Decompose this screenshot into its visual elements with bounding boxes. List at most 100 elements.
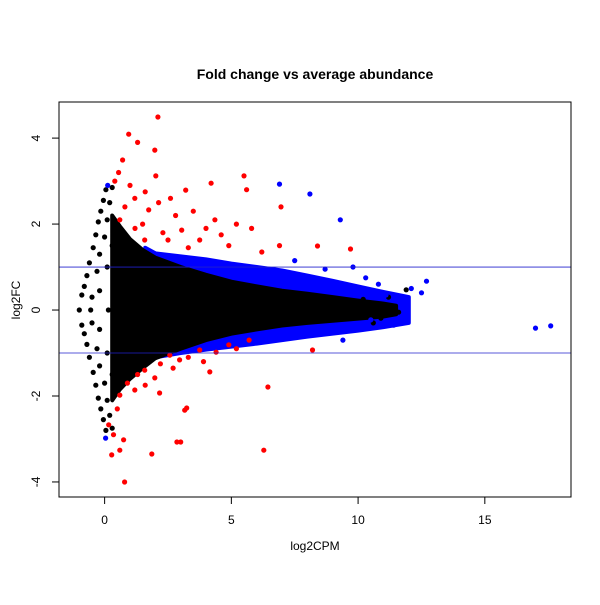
data-point-de: [207, 369, 213, 375]
data-point-de: [197, 347, 203, 353]
data-point-de: [132, 225, 138, 231]
data-point-de: [160, 230, 166, 236]
data-point-de: [153, 173, 159, 179]
data-point-not_de: [403, 287, 409, 293]
data-point-not_de: [360, 296, 366, 302]
data-point-de: [127, 182, 133, 188]
data-point-de: [122, 204, 128, 210]
data-point-not_de: [103, 187, 109, 193]
data-point-de: [178, 439, 184, 445]
data-point-de_high_abundance: [292, 258, 298, 264]
data-point-de: [135, 371, 141, 378]
data-point-de: [156, 200, 162, 206]
data-point-de: [167, 352, 173, 358]
data-point-de: [117, 217, 123, 223]
data-point-de: [152, 147, 158, 153]
y-tick-label: -2: [29, 390, 43, 401]
x-tick-label: 10: [351, 513, 365, 527]
data-point-not_de: [79, 292, 85, 298]
data-point-not_de: [109, 425, 115, 431]
data-point-not_de: [97, 251, 103, 257]
data-point-not_de: [97, 363, 103, 369]
data-point-de_high_abundance: [383, 292, 389, 298]
data-point-de_high_abundance: [103, 435, 109, 441]
data-point-de: [276, 243, 283, 249]
data-point-de_high_abundance: [337, 217, 343, 223]
data-point-de: [249, 225, 255, 231]
data-point-de_high_abundance: [418, 290, 425, 296]
data-point-de: [246, 337, 252, 343]
data-point-de: [157, 390, 163, 396]
data-point-not_de: [107, 412, 113, 418]
data-point-not_de: [109, 371, 115, 378]
x-tick-label: 15: [478, 513, 492, 527]
data-point-de: [142, 367, 148, 373]
y-tick-label: 4: [29, 134, 43, 141]
data-point-de_high_abundance: [322, 266, 328, 272]
data-point-not_de: [93, 382, 99, 388]
data-point-de: [174, 439, 180, 445]
data-point-not_de: [81, 283, 87, 289]
x-tick-label: 0: [101, 513, 108, 527]
data-point-not_de: [94, 268, 100, 274]
data-point-de: [149, 451, 155, 457]
data-point-de: [261, 447, 267, 453]
data-point-de: [170, 365, 176, 371]
y-tick-label: -4: [29, 476, 43, 487]
data-point-de: [185, 354, 191, 360]
data-point-de: [109, 452, 115, 458]
data-point-de: [110, 432, 117, 438]
data-point-not_de: [100, 197, 106, 203]
data-point-de: [179, 227, 185, 233]
data-point-de: [213, 349, 219, 355]
data-point-not_de: [388, 311, 394, 317]
data-point-not_de: [100, 417, 106, 423]
data-point-de: [185, 245, 191, 251]
data-point-de: [120, 157, 126, 163]
data-point-de: [142, 189, 148, 195]
data-point-de: [177, 357, 183, 363]
data-point-de: [165, 237, 171, 243]
data-point-de_high_abundance: [548, 323, 554, 329]
data-point-not_de: [396, 309, 402, 315]
data-point-not_de: [98, 208, 104, 214]
data-point-de: [278, 204, 284, 210]
data-point-de: [167, 195, 174, 201]
data-point-de: [197, 237, 203, 243]
data-point-de_high_abundance: [340, 337, 346, 343]
data-point-not_de: [86, 260, 92, 266]
data-point-de: [121, 437, 127, 443]
data-point-not_de: [95, 219, 101, 225]
y-axis-label: log2FC: [9, 280, 23, 319]
data-point-de: [152, 375, 158, 381]
data-point-not_de: [109, 184, 115, 191]
data-point-de_high_abundance: [105, 182, 111, 188]
data-point-not_de: [102, 380, 108, 386]
data-point-de_high_abundance: [423, 278, 430, 284]
data-point-de: [126, 131, 132, 137]
data-point-de: [244, 187, 250, 193]
data-point-de: [190, 208, 196, 214]
data-point-not_de: [109, 243, 115, 249]
data-point-de: [241, 173, 247, 179]
data-point-de: [117, 392, 123, 398]
data-point-not_de: [94, 346, 100, 352]
data-point-de: [142, 382, 148, 388]
data-point-de: [314, 243, 321, 249]
data-point-de: [155, 114, 161, 120]
data-point-de_high_abundance: [368, 317, 374, 323]
data-point-not_de: [84, 341, 90, 347]
data-point-not_de: [103, 427, 109, 433]
y-tick-label: 0: [29, 306, 43, 313]
data-point-de_high_abundance: [276, 181, 283, 187]
data-point-not_de: [89, 320, 95, 326]
y-tick-label: 2: [29, 220, 43, 227]
data-point-de: [173, 212, 179, 219]
data-point-de_high_abundance: [391, 322, 397, 328]
data-point-not_de: [76, 307, 82, 313]
data-point-de: [135, 139, 141, 145]
data-point-not_de: [104, 397, 110, 403]
data-point-not_de: [107, 200, 113, 206]
data-point-de: [226, 342, 232, 348]
data-point-de: [347, 246, 354, 252]
